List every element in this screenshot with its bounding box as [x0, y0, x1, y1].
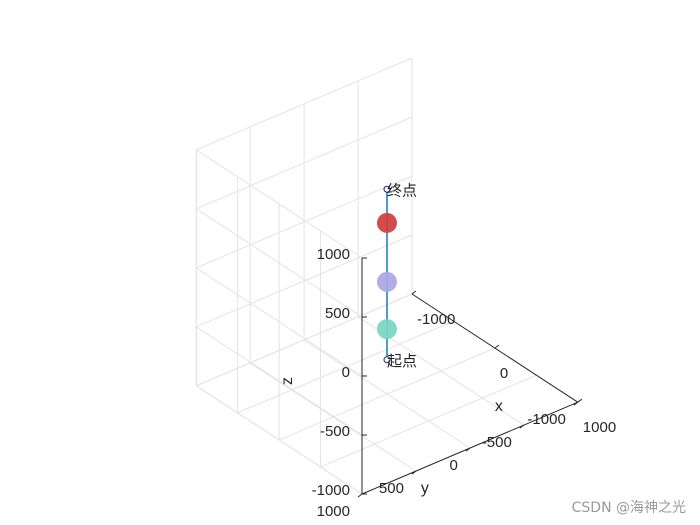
grid-line [195, 208, 363, 318]
grid-line [303, 339, 471, 449]
start-marker [383, 356, 391, 364]
y-tick-label: 1000 [317, 503, 350, 520]
y-tick-label: -500 [482, 434, 512, 451]
watermark: CSDN @海神之光 [571, 500, 686, 516]
sphere [377, 319, 397, 340]
y-tick-label: 500 [379, 480, 404, 497]
z-tick-label: 500 [325, 305, 350, 322]
z-tick-label: -500 [320, 423, 350, 440]
y-tick [411, 470, 417, 475]
y-axis-label: y [421, 480, 429, 497]
grid-line [195, 326, 363, 436]
grid-line [196, 57, 413, 151]
y-tick [357, 493, 363, 498]
start-point-label: 起点 [387, 352, 417, 370]
axis-lines [357, 257, 583, 498]
grid-lines [195, 57, 579, 495]
x-tick-label: -1000 [417, 311, 455, 328]
grid-line [249, 362, 417, 472]
x-tick-label: 1000 [583, 419, 616, 436]
sphere [377, 212, 397, 233]
grid-line [196, 175, 413, 269]
x-tick-label: 0 [500, 365, 508, 382]
end-point-label: 终点 [387, 181, 417, 199]
grid-line [195, 149, 363, 259]
grid-line [196, 293, 413, 387]
y-tick-label: -1000 [527, 411, 565, 428]
z-tick-label: 0 [342, 364, 350, 381]
grid-line [196, 234, 413, 328]
grid-line [196, 116, 413, 210]
x-tick [411, 290, 417, 295]
z-axis-label: z [279, 377, 296, 385]
sphere [377, 271, 397, 292]
x-tick [577, 398, 583, 403]
grid-line [195, 267, 363, 377]
grid-line [195, 385, 363, 495]
z-tick-label: -1000 [312, 482, 350, 499]
spheres [377, 212, 397, 340]
y-tick [519, 424, 525, 429]
x-tick [494, 344, 500, 349]
end-marker [383, 185, 391, 193]
y-tick-label: 0 [450, 457, 458, 474]
z-tick-label: 1000 [317, 246, 350, 263]
y-tick [573, 401, 579, 406]
tick-labels: -1000 -500 0 500 1000 -1000 -500 0 500 1000 -1000 0… [312, 246, 617, 520]
x-axis-label: x [495, 398, 503, 415]
y-tick [465, 447, 471, 452]
